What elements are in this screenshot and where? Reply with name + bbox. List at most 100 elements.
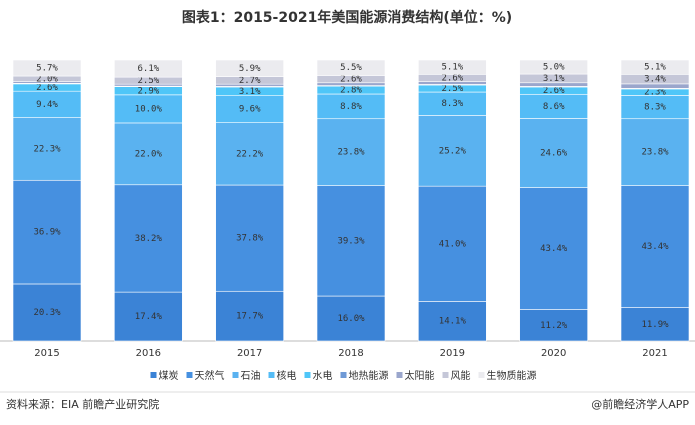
x-tick-label: 2017 <box>237 348 262 359</box>
legend-item: 风能 <box>442 369 471 382</box>
bar-segment <box>316 295 386 342</box>
bar-segment <box>418 301 487 342</box>
value-label: 23.8% <box>641 148 669 158</box>
legend-item: 煤炭 <box>150 369 179 382</box>
bar-segment <box>12 59 82 77</box>
bar-segment <box>114 59 183 78</box>
legend-label: 地热能源 <box>349 369 389 382</box>
value-label: 10.0% <box>135 104 163 114</box>
legend-label: 核电 <box>277 369 297 382</box>
bar-segment <box>12 117 82 181</box>
legend: 煤炭 天然气 石油 核电 水电 地热能源 太阳能 风能 生物质能源 <box>150 369 537 382</box>
legend-swatch <box>478 372 485 378</box>
x-tick-label: 2020 <box>541 348 566 359</box>
x-tick-label: 2019 <box>440 348 465 359</box>
value-label: 25.2% <box>439 146 467 156</box>
value-label: 14.1% <box>439 317 467 327</box>
bar-segment <box>215 184 284 292</box>
bar-segment <box>316 185 386 297</box>
bar-segment <box>12 90 82 118</box>
x-tick-label: 2016 <box>136 348 161 359</box>
value-label: 5.1% <box>441 63 463 73</box>
value-label: 24.6% <box>540 149 568 159</box>
bar-segment <box>114 94 183 124</box>
value-label: 8.8% <box>340 102 362 112</box>
legend-label: 太阳能 <box>405 369 435 382</box>
value-label: 20.3% <box>33 308 61 318</box>
bar-segment <box>519 309 588 342</box>
value-label: 17.7% <box>236 312 264 322</box>
value-label: 9.6% <box>239 105 261 115</box>
legend-swatch <box>150 372 157 378</box>
legend-swatch <box>396 372 403 378</box>
legend-item: 太阳能 <box>396 369 435 382</box>
legend-swatch <box>340 372 347 378</box>
value-label: 6.1% <box>137 64 159 74</box>
value-label: 43.4% <box>540 244 568 254</box>
credit: @前瞻经济学人APP <box>591 397 689 411</box>
value-label: 2.6% <box>340 75 362 85</box>
value-label: 22.2% <box>236 149 264 159</box>
legend-item: 天然气 <box>186 369 225 382</box>
value-label: 8.3% <box>644 103 666 113</box>
legend-item: 石油 <box>232 369 261 382</box>
value-label: 16.0% <box>337 314 365 324</box>
value-label: 2.3% <box>644 88 666 98</box>
value-label: 8.6% <box>543 102 565 112</box>
value-label: 2.0% <box>36 74 58 84</box>
x-tick-label: 2021 <box>642 348 667 359</box>
bar-segment <box>519 59 588 75</box>
x-tick-label: 2015 <box>34 348 59 359</box>
value-label: 39.3% <box>337 236 365 246</box>
bar-segment <box>215 122 284 186</box>
bar-segment <box>620 307 690 342</box>
value-label: 22.0% <box>135 149 163 159</box>
legend-label: 煤炭 <box>159 369 179 382</box>
legend-swatch <box>268 372 275 378</box>
value-label: 36.9% <box>33 228 61 238</box>
bar-segment <box>215 59 284 77</box>
legend-label: 生物质能源 <box>487 369 537 382</box>
value-label: 2.5% <box>441 84 463 94</box>
bar-segment <box>215 95 284 123</box>
legend-swatch <box>186 372 193 378</box>
value-label: 2.5% <box>137 76 159 86</box>
value-label: 17.4% <box>135 312 163 322</box>
legend-item: 核电 <box>268 369 297 382</box>
value-label: 5.0% <box>543 63 565 73</box>
bar-segment <box>114 184 183 293</box>
bar-segment <box>114 291 183 342</box>
value-label: 2.8% <box>340 86 362 96</box>
value-label: 22.3% <box>33 144 61 154</box>
bar-segment <box>620 185 690 308</box>
legend-item: 水电 <box>304 369 333 382</box>
bar-segment <box>114 122 183 186</box>
x-tick-label: 2018 <box>338 348 363 359</box>
value-label: 8.3% <box>441 99 463 109</box>
legend-label: 天然气 <box>195 369 225 382</box>
value-label: 3.4% <box>644 75 666 85</box>
legend-label: 风能 <box>451 369 471 382</box>
bar-segment <box>12 283 82 342</box>
value-label: 5.9% <box>239 64 261 74</box>
value-label: 5.1% <box>644 63 666 73</box>
value-label: 38.2% <box>135 234 163 244</box>
bar-segment <box>418 59 487 75</box>
legend-swatch <box>442 372 449 378</box>
value-label: 37.8% <box>236 234 264 244</box>
value-label: 2.6% <box>441 73 463 83</box>
value-label: 41.0% <box>439 239 467 249</box>
value-label: 2.6% <box>543 86 565 96</box>
bar-segment <box>519 187 588 310</box>
value-label: 43.4% <box>641 242 669 252</box>
bar-segment <box>620 59 690 75</box>
bar-segment <box>418 185 487 302</box>
bar-segment <box>316 118 386 186</box>
value-label: 3.1% <box>239 87 261 97</box>
value-label: 9.4% <box>36 100 58 110</box>
value-label: 11.2% <box>540 321 568 331</box>
value-label: 3.1% <box>543 74 565 84</box>
legend-label: 石油 <box>241 369 261 382</box>
value-label: 2.9% <box>137 86 159 96</box>
